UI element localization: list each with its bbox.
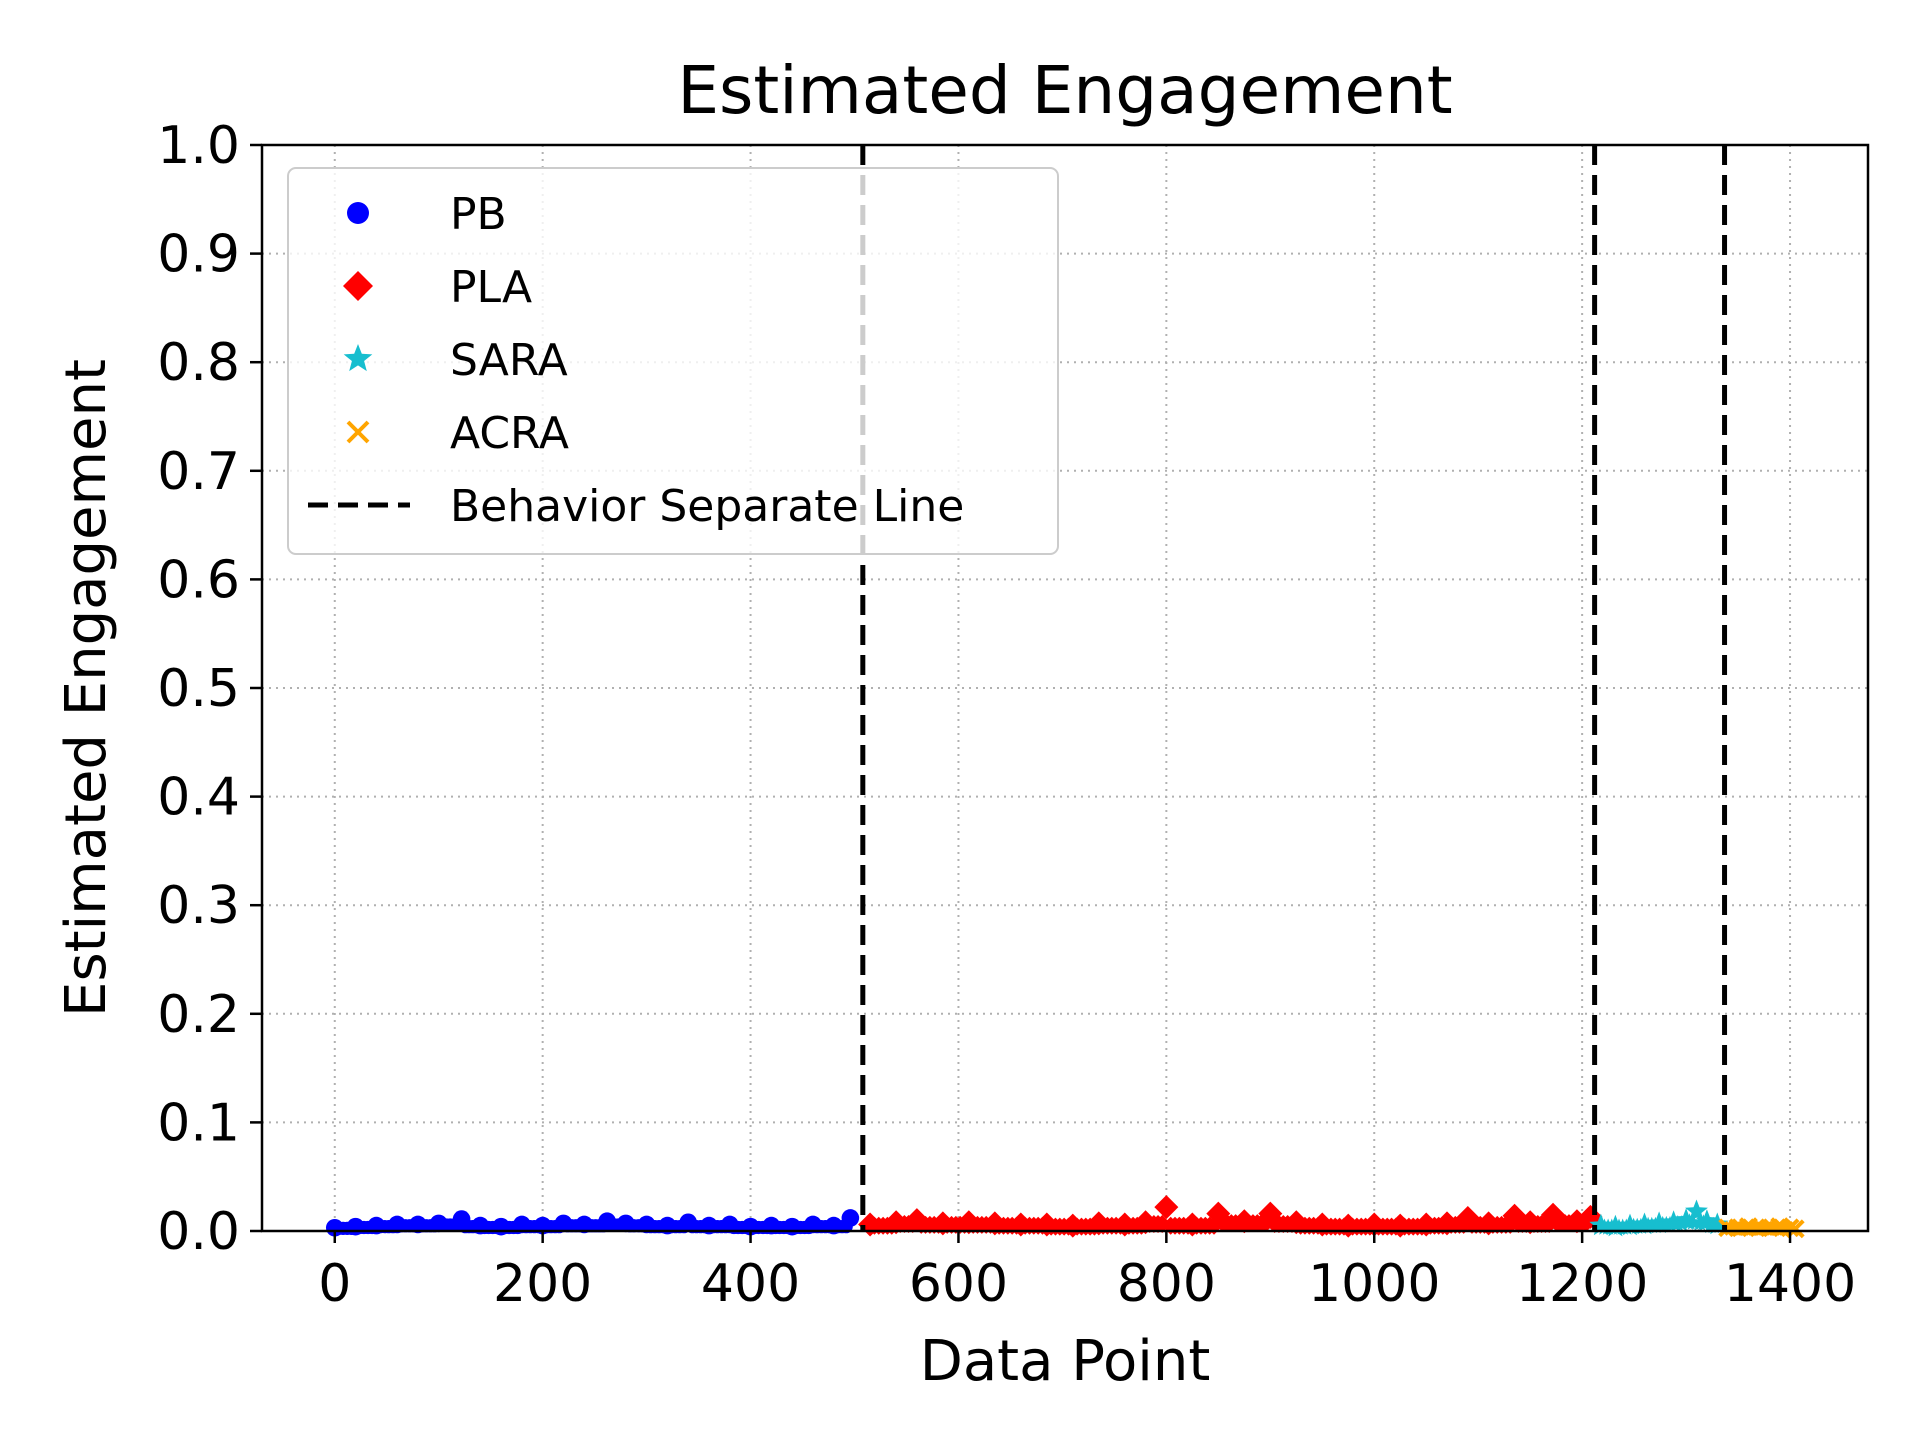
legend-box: [287, 167, 1059, 555]
x-marker-stroke: [346, 420, 370, 444]
y-tick-label: 0.9: [157, 225, 240, 285]
legend-marker-acra: [346, 420, 370, 444]
data-point: [1685, 1199, 1708, 1222]
legend-marker-sara: [343, 344, 373, 372]
data-point: [841, 1209, 860, 1227]
y-tick-label: 0.2: [157, 985, 240, 1045]
series-sara: [1589, 1199, 1729, 1237]
y-tick-label: 0.5: [157, 659, 240, 719]
legend-marker-pb: [347, 202, 369, 224]
y-tick-label: 1.0: [157, 116, 240, 176]
data-point: [1780, 1218, 1800, 1238]
data-point: [1589, 1213, 1613, 1236]
series-acra: [1718, 1217, 1805, 1239]
data-point: [1674, 1208, 1698, 1230]
y-axis-title: Estimated Engagement: [54, 359, 119, 1017]
y-tick-label: 0.4: [157, 768, 240, 828]
legend-marker-pla: [343, 271, 373, 301]
legend-label-acra: ACRA: [450, 408, 569, 459]
x-tick-label: 200: [493, 1254, 592, 1314]
x-tick-label: 1200: [1516, 1254, 1648, 1314]
data-point: [1705, 1212, 1729, 1235]
x-tick-label: 1400: [1724, 1254, 1856, 1314]
y-tick-label: 0.1: [157, 1093, 240, 1153]
legend-label-pb: PB: [450, 189, 507, 240]
series-pb: [325, 1209, 860, 1237]
y-tick-label: 0.8: [157, 333, 240, 393]
legend-label-sara: SARA: [450, 335, 568, 386]
chart-title: Estimated Engagement: [677, 52, 1452, 129]
legend-label-pla: PLA: [450, 262, 532, 313]
y-tick-label: 0.7: [157, 442, 240, 502]
data-point: [1695, 1209, 1719, 1231]
legend: PB PLA SARA ACRA Behavior Separate Line: [287, 167, 1059, 555]
x-tick-label: 0: [318, 1254, 351, 1314]
legend-label-separator: Behavior Separate Line: [450, 481, 964, 532]
x-tick-label: 1000: [1308, 1254, 1440, 1314]
y-tick-label: 0.3: [157, 876, 240, 936]
x-tick-label: 600: [909, 1254, 1008, 1314]
y-tick-label: 0.6: [157, 550, 240, 610]
y-tick-label: 0.0: [157, 1202, 240, 1262]
x-tick-label: 400: [701, 1254, 800, 1314]
x-tick-label: 800: [1117, 1254, 1216, 1314]
x-marker-stroke: [1780, 1218, 1800, 1238]
tick-layer: 0 200 400 600 800 1000 1200 1400 0.0 0.1 0.2 0.3 0.4…: [157, 116, 1856, 1314]
data-point: [1154, 1195, 1179, 1220]
x-axis-title: Data Point: [920, 1329, 1211, 1394]
